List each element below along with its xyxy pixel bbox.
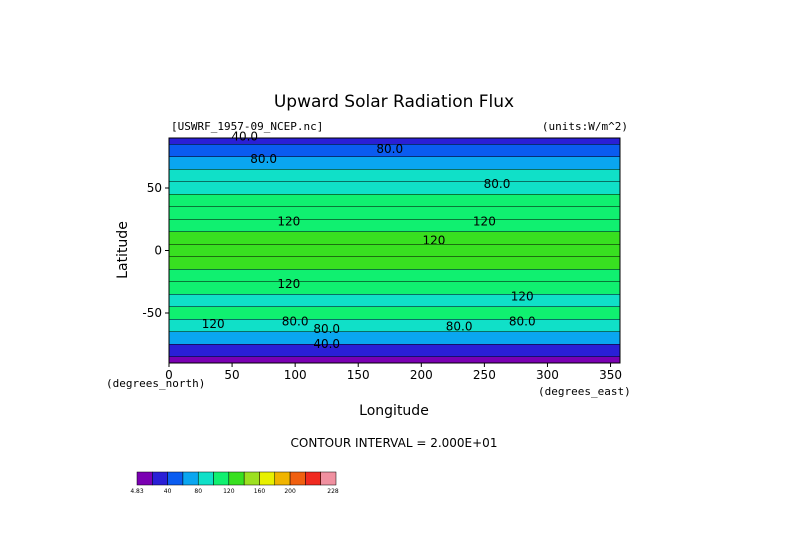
x-tick-label: 300 [536,368,559,382]
chart-title: Upward Solar Radiation Flux [274,92,514,112]
heatmap-band [169,138,620,145]
heatmap-band [169,181,620,195]
contour-label: 120 [277,277,300,291]
contour-label: 40.0 [231,130,258,144]
heatmap-band [169,144,620,157]
heatmap-band [169,331,620,345]
colorbar-swatch [243,471,260,486]
contour-label: 120 [511,290,534,304]
heatmap-band [169,344,620,357]
contour-label: 120 [277,215,300,229]
colorbar-tick-label: 40 [164,488,172,495]
colorbar-swatch [197,471,214,486]
colorbar-tick-label: 4.83 [130,488,144,495]
heatmap-band [169,156,620,170]
contour-label: 80.0 [484,177,511,191]
contour-label: 80.0 [250,152,277,166]
heatmap-band [169,194,620,207]
colorbar-swatch [213,471,230,486]
contour-label: 120 [473,215,496,229]
heatmap-band [169,206,620,220]
y-tick-label: 50 [147,181,162,195]
contour-label: 120 [422,233,445,247]
colorbar-tick-label: 80 [194,488,202,495]
units-label: (units:W/m^2) [542,120,628,133]
colorbar-swatch [259,471,276,486]
x-tick-label: 150 [347,368,370,382]
colorbar-swatch [152,471,168,486]
x-axis: 0 50 100 150 200 250 300 350 [165,363,622,382]
colorbar-swatch [228,471,245,486]
heatmap-band [169,281,620,295]
file-label: [USWRF_1957-09_NCEP.nc] [171,120,323,133]
y-unit-note: (degrees_north) [106,377,205,390]
contour-label: 80.0 [313,322,340,336]
x-tick-label: 250 [473,368,496,382]
heatmap-band [169,169,620,182]
contour-label: 80.0 [376,142,403,156]
colorbar-swatch [182,471,199,486]
contour-label: 40.0 [313,337,340,351]
contour-label: 80.0 [446,320,473,334]
contour-label: 80.0 [509,315,536,329]
heatmap-band [169,319,620,332]
contour-interval-text: CONTOUR INTERVAL = 2.000E+01 [291,436,498,450]
heatmap-band [169,256,620,270]
heatmap-area [169,138,620,363]
heatmap-band [169,306,620,320]
colorbar-swatch [274,471,291,486]
y-tick-label: 0 [154,244,162,258]
contour-label: 120 [202,317,225,331]
colorbar-swatch [289,471,306,486]
x-tick-label: 100 [284,368,307,382]
x-tick-label: 50 [224,368,239,382]
colorbar: 4.83 40 80 120 160 200 228 [130,471,339,495]
x-tick-label: 350 [599,368,622,382]
x-axis-title: Longitude [359,403,429,419]
colorbar-tick-label: 160 [254,488,266,495]
y-tick-label: -50 [142,306,162,320]
y-axis-title: Latitude [115,221,131,279]
x-tick-label: 0 [165,368,173,382]
colorbar-tick-label: 120 [223,488,235,495]
heatmap-band [169,294,620,307]
contour-label: 80.0 [282,315,309,329]
colorbar-swatch [136,471,153,486]
colorbar-swatch [167,471,184,486]
heatmap-band [169,231,620,245]
contour-lines [169,143,620,358]
colorbar-swatch [320,471,337,486]
colorbar-tick-label: 228 [327,488,339,495]
heatmap-band [169,269,620,282]
heatmap-band [169,356,620,363]
colorbar-tick-label: 200 [284,488,296,495]
colorbar-swatch [305,471,321,486]
heatmap-band [169,219,620,232]
heatmap-band [169,244,620,257]
x-unit-note: (degrees_east) [538,385,631,398]
y-axis: 50 0 -50 [142,181,169,320]
x-tick-label: 200 [410,368,433,382]
